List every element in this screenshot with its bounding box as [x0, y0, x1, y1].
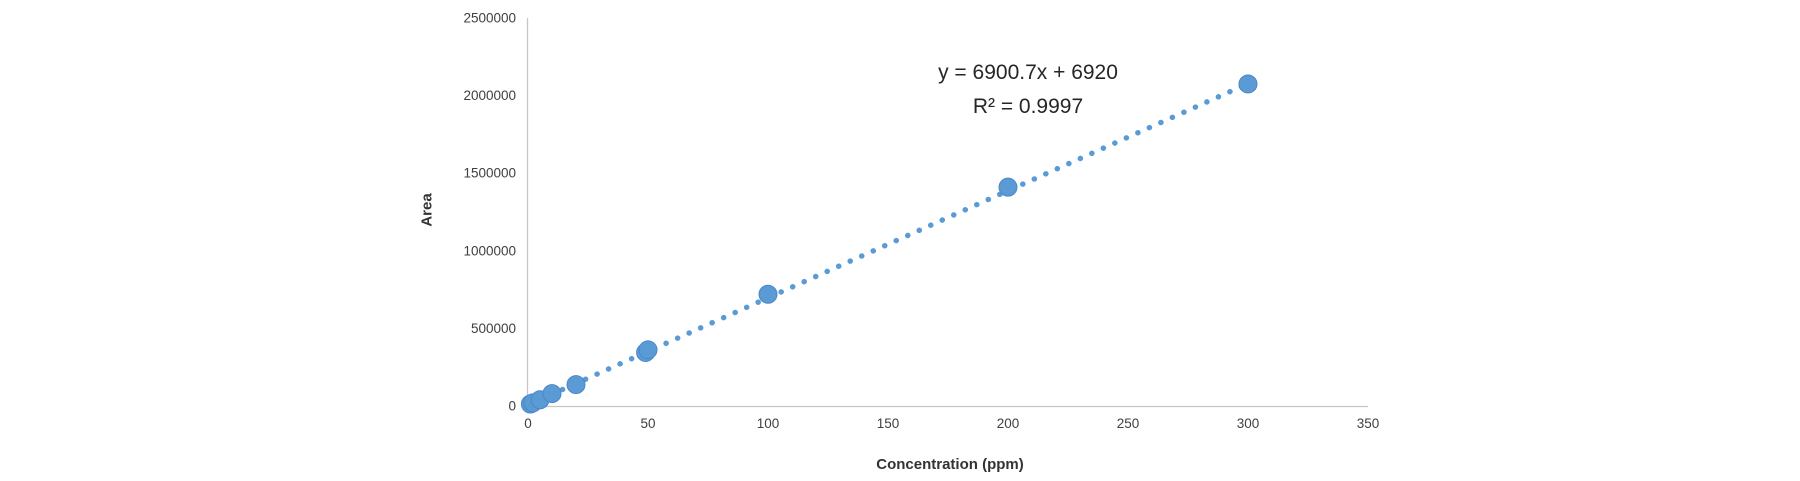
y-tick-label: 1000000 [463, 243, 516, 258]
x-tick-label: 150 [877, 416, 900, 431]
trendline-annotation: y = 6900.7x + 6920 R² = 0.9997 [878, 56, 1178, 124]
trendline [525, 80, 1251, 408]
data-point [542, 384, 562, 404]
x-tick-label: 200 [997, 416, 1020, 431]
x-tick-label: 250 [1117, 416, 1140, 431]
x-tick-label: 50 [640, 416, 655, 431]
y-tick-label: 2500000 [463, 11, 516, 26]
y-tick-label: 1500000 [463, 166, 516, 181]
y-tick-label: 0 [508, 399, 516, 414]
data-point [1238, 74, 1258, 94]
y-axis-title: Area [418, 193, 436, 227]
x-axis-title: Concentration (ppm) [876, 456, 1024, 473]
y-tick-label: 2000000 [463, 88, 516, 103]
y-tick-label: 500000 [471, 321, 516, 336]
data-point [638, 340, 658, 360]
x-tick-label: 0 [524, 416, 532, 431]
x-tick-label: 100 [757, 416, 780, 431]
trendline-r-squared: R² = 0.9997 [972, 95, 1084, 118]
x-tick-label: 300 [1237, 416, 1260, 431]
data-point [566, 375, 586, 395]
data-point [998, 177, 1018, 197]
x-tick-label: 350 [1357, 416, 1380, 431]
trendline-equation: y = 6900.7x + 6920 [938, 61, 1118, 84]
data-point [758, 284, 778, 304]
